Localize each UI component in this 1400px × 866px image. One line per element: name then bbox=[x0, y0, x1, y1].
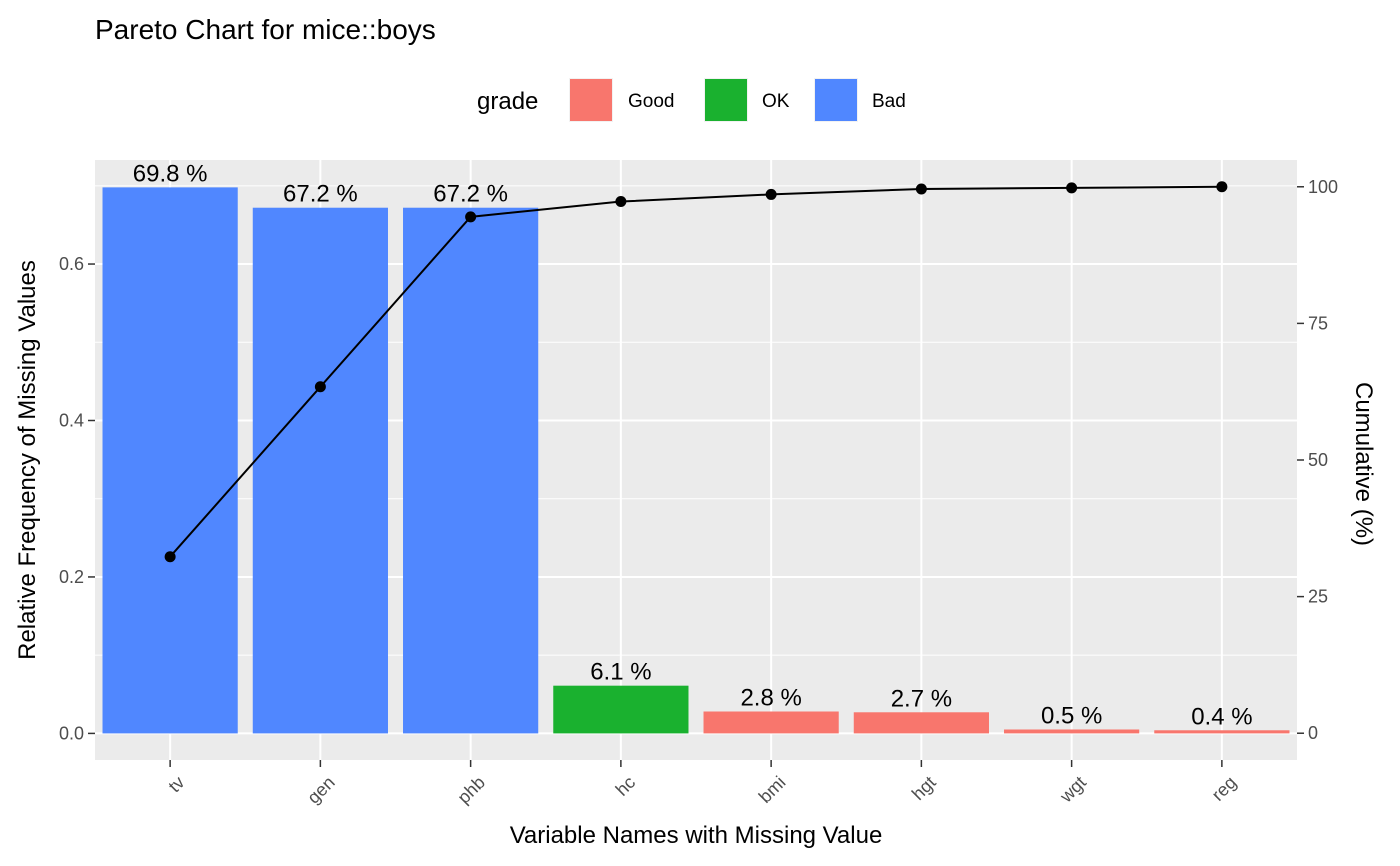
bars bbox=[102, 187, 1290, 734]
y-axis-left: 0.0 0.2 0.4 0.6 bbox=[59, 254, 95, 743]
x-tick-label-tv: tv bbox=[164, 772, 188, 796]
bar-wgt bbox=[1004, 729, 1140, 734]
bar-label-bmi: 2.8 % bbox=[740, 684, 801, 711]
bar-label-reg: 0.4 % bbox=[1191, 703, 1252, 730]
chart-title: Pareto Chart for mice::boys bbox=[95, 14, 436, 45]
y-tick-label: 0.2 bbox=[59, 567, 84, 587]
x-tick-label-hc: hc bbox=[612, 772, 640, 800]
cumulative-point-bmi bbox=[765, 188, 777, 200]
y2-axis-title: Cumulative (%) bbox=[1350, 382, 1377, 546]
y-tick-label: 0.6 bbox=[59, 254, 84, 274]
legend-label-good: Good bbox=[628, 91, 674, 112]
cumulative-polyline bbox=[169, 185, 1222, 558]
y2-tick-label: 25 bbox=[1308, 587, 1328, 607]
cumulative-point-hgt bbox=[915, 183, 927, 195]
cumulative-point-wgt bbox=[1066, 182, 1078, 194]
y2-tick-label: 0 bbox=[1308, 723, 1318, 743]
bar-label-hgt: 2.7 % bbox=[891, 685, 952, 712]
y-axis-right: 0 25 50 75 100 bbox=[1297, 177, 1338, 743]
bar-reg bbox=[1154, 730, 1290, 734]
bar-label-tv: 69.8 % bbox=[133, 160, 208, 187]
cumulative-point-reg bbox=[1216, 181, 1228, 193]
bar-label-phb: 67.2 % bbox=[433, 181, 508, 208]
y2-tick-label: 50 bbox=[1308, 450, 1328, 470]
legend-key-bad bbox=[815, 79, 857, 121]
cumulative-point-phb bbox=[465, 211, 477, 223]
legend-label-bad: Bad bbox=[872, 91, 906, 112]
cumulative-line bbox=[164, 181, 1228, 563]
bar-label-gen: 67.2 % bbox=[283, 181, 358, 208]
y-tick-label: 0.0 bbox=[59, 723, 84, 743]
bar-bmi bbox=[703, 711, 839, 734]
cumulative-point-hc bbox=[615, 196, 627, 208]
bar-label-wgt: 0.5 % bbox=[1041, 702, 1102, 729]
legend-key-good bbox=[570, 79, 612, 121]
x-tick-label-gen: gen bbox=[303, 772, 338, 807]
bar-phb bbox=[403, 207, 539, 734]
x-tick-label-bmi: bmi bbox=[755, 772, 790, 807]
x-tick-label-wgt: wgt bbox=[1055, 772, 1090, 807]
x-axis: tv gen phb hc bmi hgt wgt reg bbox=[164, 760, 1240, 808]
cumulative-point-gen bbox=[314, 381, 326, 393]
bar-hgt bbox=[853, 712, 989, 734]
legend-label-ok: OK bbox=[762, 91, 790, 112]
y-axis-title: Relative Frequency of Missing Values bbox=[14, 260, 41, 660]
bar-gen bbox=[252, 207, 388, 734]
y-tick-label: 0.4 bbox=[59, 410, 84, 430]
bar-tv bbox=[102, 187, 238, 734]
legend-key-ok bbox=[705, 79, 747, 121]
bar-hc bbox=[553, 685, 689, 734]
x-tick-label-hgt: hgt bbox=[908, 772, 940, 804]
bar-label-hc: 6.1 % bbox=[590, 659, 651, 686]
x-tick-label-reg: reg bbox=[1208, 772, 1241, 805]
x-tick-label-phb: phb bbox=[454, 772, 489, 807]
x-axis-title: Variable Names with Missing Value bbox=[510, 822, 883, 849]
y2-tick-label: 75 bbox=[1308, 313, 1328, 333]
y2-tick-label: 100 bbox=[1308, 177, 1338, 197]
cumulative-point-tv bbox=[164, 551, 176, 563]
legend-title: grade bbox=[477, 88, 538, 115]
bar-labels: 69.8 % 67.2 % 67.2 % 6.1 % 2.8 % 2.7 % 0.5 % 0.… bbox=[133, 160, 1253, 730]
legend: grade Good OK Bad bbox=[477, 78, 906, 122]
